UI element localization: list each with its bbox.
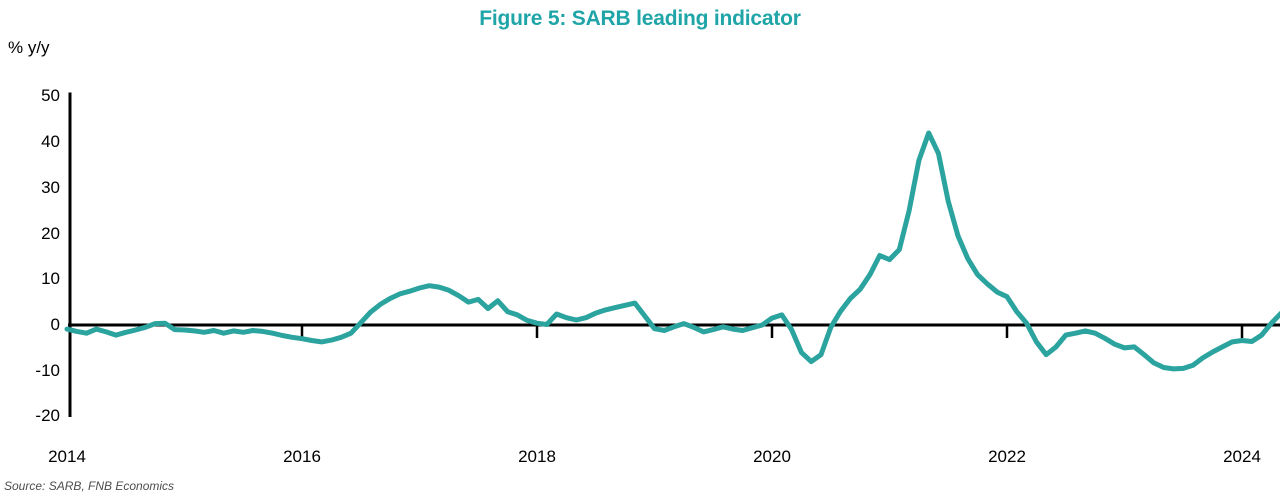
source-note: Source: SARB, FNB Economics bbox=[4, 479, 175, 493]
x-axis-label: 2018 bbox=[518, 447, 556, 466]
y-axis-label: 50 bbox=[41, 86, 60, 105]
x-axis-label: 2016 bbox=[283, 447, 321, 466]
x-axis-label: 2020 bbox=[753, 447, 791, 466]
y-axis-label: -20 bbox=[35, 406, 60, 425]
x-axis-label: 2022 bbox=[988, 447, 1026, 466]
x-axis-label: 2024 bbox=[1223, 447, 1261, 466]
y-axis-label: 40 bbox=[41, 132, 60, 151]
y-axis-label: 30 bbox=[41, 178, 60, 197]
y-axis-unit-label: % y/y bbox=[8, 38, 50, 57]
figure-title: Figure 5: SARB leading indicator bbox=[479, 7, 801, 30]
y-axis-label: 0 bbox=[50, 315, 60, 334]
y-axis-label: 10 bbox=[41, 269, 60, 288]
leading-indicator-line bbox=[64, 130, 1280, 372]
y-axis-label: -10 bbox=[35, 361, 60, 380]
y-axis-label: 20 bbox=[41, 224, 60, 243]
x-axis-label: 2014 bbox=[48, 447, 86, 466]
